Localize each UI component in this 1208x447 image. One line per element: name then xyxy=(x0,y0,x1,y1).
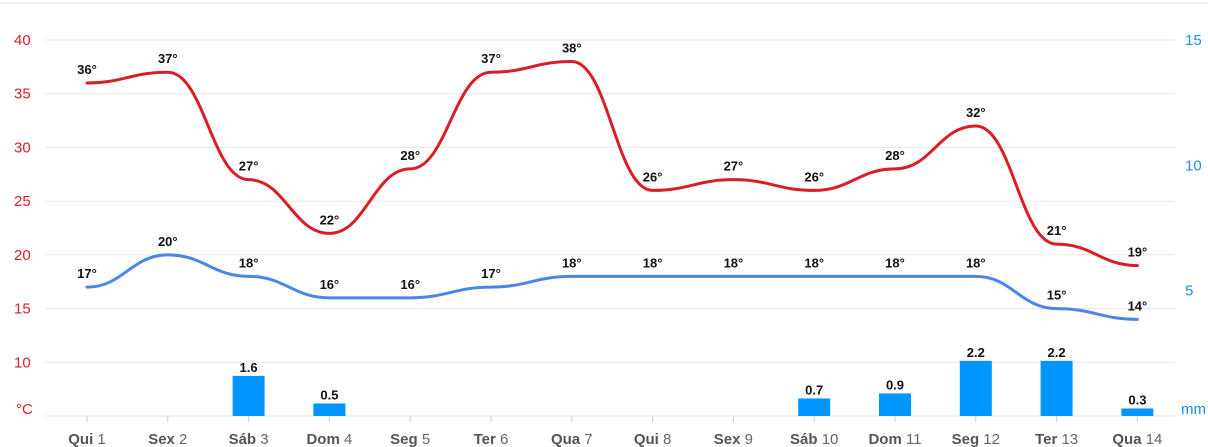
y-right-tick-label: 15 xyxy=(1185,32,1202,49)
axes: 40 35 30 25 20 15 10 15 10 5 Qui 1 Sex 2 Sáb 3 Dom 4 S… xyxy=(14,32,1202,447)
temperature-value-label: 15° xyxy=(1047,288,1067,303)
temperature-value-label: 18° xyxy=(562,255,582,270)
y-left-tick-label: 10 xyxy=(14,354,31,371)
y-left-tick-label: 15 xyxy=(14,301,31,318)
temperature-value-label: 28° xyxy=(885,148,905,163)
temperature-value-label: 18° xyxy=(966,255,986,270)
x-tick-label: Qui 8 xyxy=(634,431,672,447)
precipitation-bar xyxy=(1040,360,1073,416)
x-tick-label: Sáb 10 xyxy=(790,431,838,447)
y-right-unit-label: mm xyxy=(1181,401,1206,418)
x-tick-label: Seg 12 xyxy=(952,431,1000,447)
temperature-value-label: 27° xyxy=(724,159,744,174)
grid-lines xyxy=(0,2,1208,417)
precipitation-bar xyxy=(232,375,265,416)
temperature-value-label: 17° xyxy=(481,266,501,281)
y-right-tick-label: 5 xyxy=(1185,283,1193,300)
bar-value-label: 0.3 xyxy=(1128,392,1146,407)
temperature-value-label: 16° xyxy=(320,277,340,292)
y-left-tick-label: 40 xyxy=(14,32,31,49)
x-tick-label: Qua 14 xyxy=(1112,431,1162,447)
temperature-value-label: 36° xyxy=(77,62,97,77)
precipitation-bar xyxy=(879,393,911,416)
precipitation-bars xyxy=(232,360,1154,416)
temperature-value-label: 19° xyxy=(1128,245,1148,260)
temperature-value-label: 38° xyxy=(562,40,582,55)
temperature-value-label: 16° xyxy=(400,277,420,292)
data-labels: 36° 37° 27° 22° 28° 37° 38° 26° 27° 26° 28° 32° 21° 1… xyxy=(77,40,1147,407)
precipitation-bar xyxy=(1121,408,1154,416)
temperature-value-label: 27° xyxy=(239,159,259,174)
y-left-tick-label: 35 xyxy=(14,86,31,103)
x-tick-label: Qui 1 xyxy=(68,431,106,447)
temperature-value-label: 18° xyxy=(804,255,824,270)
x-tick-label: Dom 4 xyxy=(306,431,352,447)
temperature-value-label: 20° xyxy=(158,234,178,249)
temperature-value-label: 37° xyxy=(481,51,501,66)
temperature-value-label: 22° xyxy=(320,212,340,227)
y-left-tick-label: 30 xyxy=(14,139,31,156)
temperature-value-label: 18° xyxy=(724,255,744,270)
y-left-unit-label: °C xyxy=(16,401,33,418)
precipitation-bar xyxy=(959,360,992,416)
x-tick-label: Seg 5 xyxy=(390,431,430,447)
bar-value-label: 1.6 xyxy=(240,360,258,375)
x-tick-label: Ter 6 xyxy=(474,431,509,447)
y-left-tick-label: 25 xyxy=(14,193,31,210)
temperature-value-label: 26° xyxy=(804,169,824,184)
max-temperature-line xyxy=(85,59,1139,268)
temperature-value-label: 18° xyxy=(885,255,905,270)
temperature-value-label: 26° xyxy=(643,169,663,184)
temperature-value-label: 28° xyxy=(400,148,420,163)
temperature-lines xyxy=(85,59,1139,321)
bar-value-label: 0.9 xyxy=(886,377,904,392)
y-left-tick-label: 20 xyxy=(14,247,31,264)
precipitation-bar xyxy=(798,398,831,416)
y-right-tick-label: 10 xyxy=(1185,157,1202,174)
temperature-value-label: 37° xyxy=(158,51,178,66)
temperature-value-label: 17° xyxy=(77,266,97,281)
x-tick-label: Sáb 3 xyxy=(229,431,269,447)
temperature-value-label: 14° xyxy=(1128,298,1148,313)
bar-value-label: 2.2 xyxy=(1048,345,1066,360)
x-tick-label: Dom 11 xyxy=(868,431,921,447)
temperature-value-label: 21° xyxy=(1047,223,1067,238)
temperature-value-label: 18° xyxy=(643,255,663,270)
temperature-value-label: 32° xyxy=(966,105,986,120)
min-temperature-line xyxy=(85,253,1139,321)
precipitation-bar xyxy=(313,403,346,416)
bar-value-label: 2.2 xyxy=(967,345,985,360)
x-tick-label: Sex 9 xyxy=(714,431,753,447)
x-tick-label: Qua 7 xyxy=(551,431,593,447)
temperature-value-label: 18° xyxy=(239,255,259,270)
bar-value-label: 0.5 xyxy=(320,387,338,402)
x-tick-label: Sex 2 xyxy=(148,431,187,447)
x-tick-label: Ter 13 xyxy=(1035,431,1078,447)
bar-value-label: 0.7 xyxy=(805,382,823,397)
